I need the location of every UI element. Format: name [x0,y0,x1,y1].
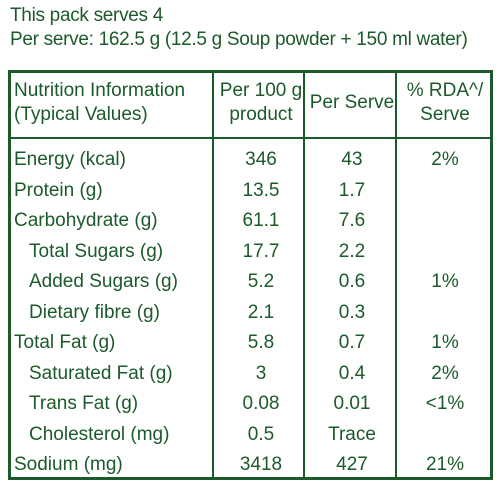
table-row: Total Fat (g) 5.8 0.7 1% [11,328,490,359]
nutrient-name: Saturated Fat (g) [29,362,173,384]
column-divider [395,73,397,477]
nutrient-name: Cholesterol (mg) [29,423,170,445]
nutrient-name: Dietary fibre (g) [29,301,160,323]
column-header-nutrient: Nutrition Information (Typical Values) [14,80,186,125]
per-serve-value: 43 [341,149,363,170]
header-divider [11,137,490,139]
table-row: Sodium (mg) 3418 427 21% [11,450,490,481]
column-header-rda: % RDA^/ Serve [406,80,484,125]
per-100g-value: 13.5 [242,179,280,201]
per-serve-value: 0.3 [338,301,366,323]
per-serve-value: 427 [336,454,368,475]
column-header-per-serve: Per Serve [309,92,395,113]
per-serve-text: Per serve: 162.5 g (12.5 g Soup powder +… [10,29,468,50]
rda-value: 1% [431,332,459,353]
per-100g-value: 0.08 [242,393,280,414]
per-100g-value: 0.5 [247,423,275,445]
rda-value: <1% [425,393,465,414]
table-row: Energy (kcal) 346 43 2% [11,145,490,176]
table-row: Total Sugars (g) 17.7 2.2 [11,237,490,268]
nutrient-name: Protein (g) [14,179,103,201]
serving-info: This pack serves 4 Per serve: 162.5 g (1… [10,4,496,52]
column-divider [303,73,305,477]
per-100g-value: 5.2 [247,271,275,292]
nutrient-name: Sodium (mg) [14,454,123,475]
table-row: Carbohydrate (g) 61.1 7.6 [11,206,490,237]
nutrient-rows: Energy (kcal) 346 43 2% Protein (g) 13.5… [11,145,490,481]
nutrition-table: Nutrition Information (Typical Values) P… [8,70,493,480]
per-100g-value: 2.1 [247,301,275,323]
nutrient-name: Total Fat (g) [14,332,116,353]
nutrient-name: Trans Fat (g) [29,393,139,414]
pack-serves-text: This pack serves 4 [10,5,163,26]
column-header-per-100g: Per 100 g product [219,80,303,125]
per-serve-value: 2.2 [338,240,366,262]
nutrient-name: Total Sugars (g) [29,240,164,262]
table-row: Dietary fibre (g) 2.1 0.3 [11,298,490,329]
nutrient-name: Carbohydrate (g) [14,210,158,231]
per-serve-value: 1.7 [338,179,366,201]
table-row: Cholesterol (mg) 0.5 Trace [11,420,490,451]
per-serve-value: 0.7 [338,332,366,353]
table-row: Trans Fat (g) 0.08 0.01 <1% [11,389,490,420]
nutrient-name: Added Sugars (g) [29,271,178,292]
per-serve-value: 7.6 [338,210,366,231]
rda-value: 21% [425,454,465,475]
per-100g-value: 61.1 [242,210,280,231]
table-row: Saturated Fat (g) 3 0.4 2% [11,359,490,390]
per-100g-value: 3 [255,362,267,384]
table-row: Added Sugars (g) 5.2 0.6 1% [11,267,490,298]
per-serve-value: 0.6 [338,271,366,292]
per-100g-value: 346 [245,149,277,170]
nutrient-name: Energy (kcal) [14,149,126,170]
table-row: Protein (g) 13.5 1.7 [11,176,490,207]
per-100g-value: 17.7 [242,240,280,262]
rda-value: 2% [431,149,459,170]
per-100g-value: 3418 [239,454,283,475]
per-serve-value: 0.01 [333,393,371,414]
rda-value: 1% [431,271,459,292]
per-serve-value: 0.4 [338,362,366,384]
column-divider [212,73,214,477]
per-100g-value: 5.8 [247,332,275,353]
rda-value: 2% [431,362,459,384]
per-serve-value: Trace [328,423,376,445]
